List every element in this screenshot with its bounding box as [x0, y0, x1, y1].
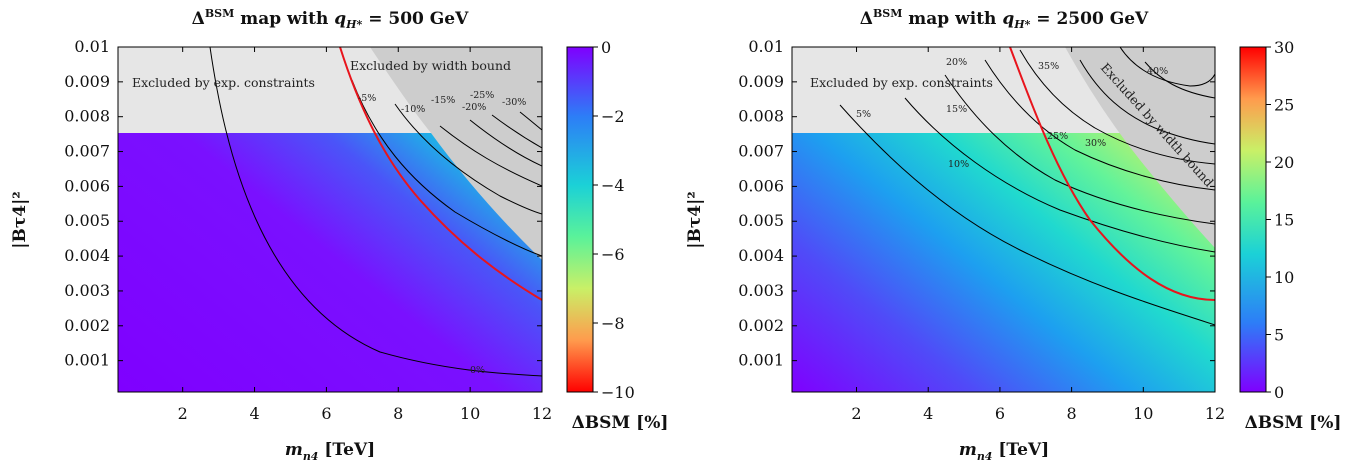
right-contour-label: 5% — [856, 109, 871, 120]
left-ytick-label: 0.005 — [64, 211, 110, 230]
left-contour-label: -25% — [470, 90, 494, 101]
left-cb-tick-label: −4 — [601, 176, 625, 195]
right-excluded-width-region — [1065, 47, 1215, 248]
right-contour-label: 15% — [946, 104, 967, 115]
right-contour-label: 20% — [946, 57, 967, 68]
left-cb-tick-label: −2 — [601, 107, 625, 126]
right-ylabel: |Bτ4|² — [685, 191, 705, 248]
right-xtick-label: 4 — [923, 404, 933, 423]
right-xtick-label: 8 — [1067, 404, 1077, 423]
right-ytick-label: 0.008 — [738, 107, 784, 126]
left-ytick-label: 0.003 — [64, 281, 110, 300]
left-xtick-label: 12 — [532, 404, 552, 423]
left-xtick-label: 10 — [460, 404, 480, 423]
right-xlabel: mn4 [TeV] — [959, 440, 1049, 463]
left-ytick-label: 0.009 — [64, 72, 110, 91]
left-ytick-label: 0.006 — [64, 176, 110, 195]
right-ytick-label: 0.003 — [738, 281, 784, 300]
left-xtick-label: 2 — [178, 404, 188, 423]
right-cb-tick-label: 5 — [1274, 326, 1284, 345]
left-xtick-label: 6 — [321, 404, 331, 423]
right-colorbar-ticks: 0 5 10 15 20 25 30 — [1266, 38, 1294, 402]
right-ytick-label: 0.005 — [738, 211, 784, 230]
right-contour-label: 30% — [1085, 138, 1106, 149]
right-xtick-label: 6 — [995, 404, 1005, 423]
left-cb-tick-label: −8 — [601, 314, 625, 333]
left-ylabel: |Bτ4|² — [10, 191, 30, 248]
right-contour-label: 25% — [1047, 131, 1068, 142]
left-contour-label: -5% — [358, 93, 376, 104]
left-red-curve — [339, 47, 542, 301]
left-excluded-width-region — [370, 47, 542, 260]
right-ytick-label: 0.004 — [738, 246, 784, 265]
right-ytick-label: 0.002 — [738, 316, 784, 335]
left-exp-label: Excluded by exp. constraints — [132, 75, 315, 90]
right-title: ΔBSM map with qH* = 2500 GeV — [860, 7, 1149, 31]
right-colorbar — [1239, 46, 1267, 393]
right-y-axis: 0.001 0.002 0.003 0.004 0.005 0.006 0.007 0.008… — [738, 37, 1215, 370]
left-xtick-label: 8 — [393, 404, 403, 423]
right-ytick-label: 0.007 — [738, 142, 784, 161]
right-panel: ΔBSM map with qH* = 2500 GeV Excluded by… — [685, 7, 1341, 463]
left-width-label: Excluded by width bound — [350, 58, 511, 73]
left-x-axis: 2 4 6 8 10 12 — [178, 47, 552, 423]
left-xlabel: mn4 [TeV] — [285, 440, 375, 463]
left-contour-label: -20% — [462, 102, 486, 113]
right-cb-tick-label: 0 — [1274, 383, 1284, 402]
left-ytick-label: 0.01 — [74, 37, 110, 56]
left-title: ΔBSM map with qH* = 500 GeV — [192, 7, 469, 31]
left-cb-tick-label: 0 — [601, 38, 611, 57]
right-cb-tick-label: 15 — [1274, 211, 1294, 230]
right-xtick-label: 2 — [851, 404, 861, 423]
left-y-axis: 0.001 0.002 0.003 0.004 0.005 0.006 0.007 0.008… — [64, 37, 542, 370]
right-plot-frame — [791, 46, 1216, 393]
right-cb-tick-label: 20 — [1274, 153, 1294, 172]
left-contour-label: -15% — [431, 95, 455, 106]
right-ytick-label: 0.01 — [748, 37, 784, 56]
right-xtick-label: 10 — [1133, 404, 1153, 423]
right-x-axis: 2 4 6 8 10 12 — [851, 47, 1225, 423]
right-red-curve — [1009, 47, 1215, 301]
left-colorbar-label: ΔBSM [%] — [572, 413, 669, 433]
right-cb-tick-label: 10 — [1274, 268, 1294, 287]
left-xtick-label: 4 — [249, 404, 259, 423]
left-ytick-label: 0.007 — [64, 142, 110, 161]
right-ytick-label: 0.006 — [738, 176, 784, 195]
left-plot-frame — [117, 46, 543, 393]
right-ytick-label: 0.001 — [738, 351, 784, 370]
right-cb-tick-label: 30 — [1274, 38, 1294, 57]
left-plot-area: Excluded by exp. constraints Excluded by… — [118, 47, 542, 392]
right-exp-label: Excluded by exp. constraints — [810, 75, 993, 90]
right-ytick-label: 0.009 — [738, 72, 784, 91]
right-contours — [839, 47, 1215, 326]
left-ytick-label: 0.004 — [64, 246, 110, 265]
left-cb-tick-label: −6 — [601, 245, 625, 264]
left-colorbar-ticks: 0 −2 −4 −6 −8 −10 — [593, 38, 635, 402]
right-contour-label: 35% — [1038, 61, 1059, 72]
left-contour-label: -10% — [401, 104, 425, 115]
left-contour-label: 0% — [470, 365, 485, 376]
left-ytick-label: 0.002 — [64, 316, 110, 335]
right-contour-label: 40% — [1147, 66, 1168, 77]
left-ytick-label: 0.008 — [64, 107, 110, 126]
left-contour-label: -30% — [502, 97, 526, 108]
right-xtick-label: 12 — [1205, 404, 1225, 423]
left-cb-tick-label: −10 — [601, 383, 635, 402]
right-plot-area: Excluded by exp. constraints Excluded by… — [792, 47, 1215, 392]
right-contour-label: 10% — [948, 159, 969, 170]
left-panel: ΔBSM map with qH* = 500 GeV Excluded by … — [10, 7, 668, 463]
left-ytick-label: 0.001 — [64, 351, 110, 370]
right-cb-tick-label: 25 — [1274, 96, 1294, 115]
left-colorbar — [566, 46, 594, 393]
left-contours — [209, 47, 542, 377]
right-colorbar-label: ΔBSM [%] — [1245, 413, 1342, 433]
